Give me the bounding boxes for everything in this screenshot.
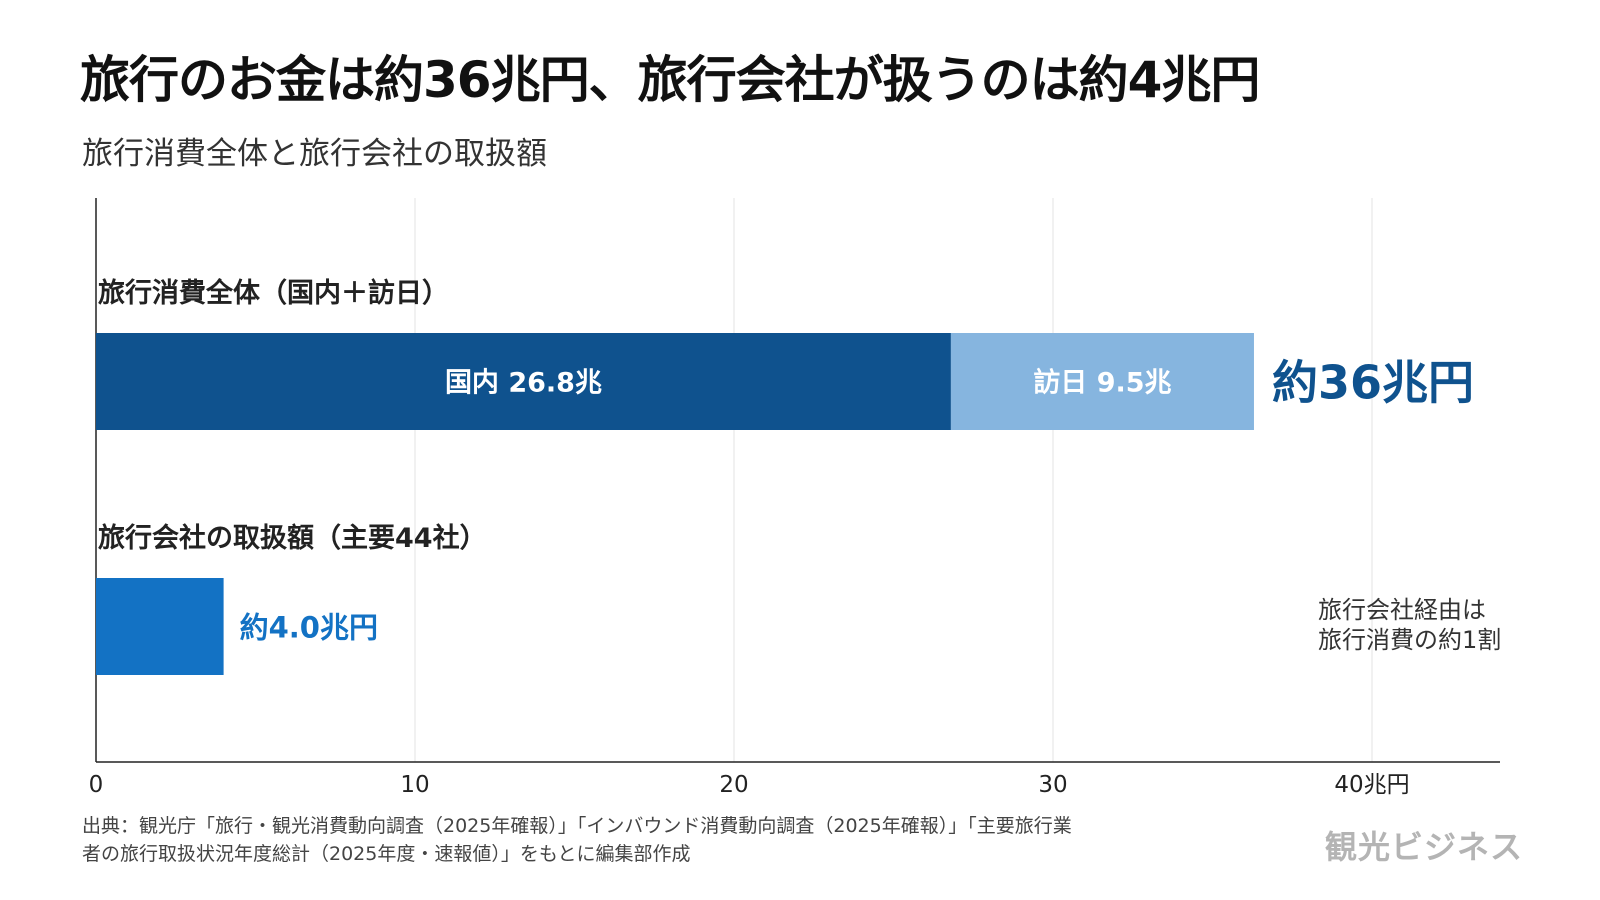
brand-logo: 観光ビジネス <box>1325 828 1524 866</box>
bar-segment-label-訪日: 訪日 9.5兆 <box>1033 367 1171 399</box>
x-tick-label-10: 10 <box>400 772 429 798</box>
source-line-1: 出典：観光庁「旅行・観光消費動向調査（2025年確報）」「インバウンド消費動向調… <box>82 815 1072 837</box>
annotation-line-2: 旅行消費の約1割 <box>1318 626 1501 654</box>
source-note: 出典：観光庁「旅行・観光消費動向調査（2025年確報）」「インバウンド消費動向調… <box>82 812 1282 868</box>
bar-segment-label-国内: 国内 26.8兆 <box>445 368 602 399</box>
bar-chart: 0 10 20 30 40兆円旅行消費全体（国内＋訪日）国内 26.8兆 訪日 9.5兆約… <box>89 198 1501 798</box>
annotation-line-1: 旅行会社経由は <box>1318 596 1486 624</box>
bar-segment-旅行会社 <box>96 578 224 675</box>
bar-segment-訪日 <box>950 333 1254 430</box>
bar-segment-国内 <box>96 333 951 430</box>
category-label-0: 旅行消費全体（国内＋訪日） <box>98 277 449 309</box>
x-tick-label-30: 30 <box>1038 772 1067 798</box>
x-tick-label-0: 0 <box>89 772 104 798</box>
bar-total-label-0: 約36兆円 <box>1272 356 1474 410</box>
chart-subtitle: 旅行消費全体と旅行会社の取扱額 <box>82 136 547 172</box>
chart-title: 旅行のお金は約36兆円、旅行会社が扱うのは約4兆円 <box>80 51 1260 109</box>
source-line-2: 者の旅行取扱状況年度総計（2025年度・速報値）」をもとに編集部作成 <box>82 843 691 865</box>
category-label-1: 旅行会社の取扱額（主要44社） <box>98 522 487 554</box>
bar-total-label-1: 約4.0兆円 <box>240 611 378 645</box>
x-tick-label-20: 20 <box>719 772 748 798</box>
x-tick-label-40: 40兆円 <box>1334 772 1409 798</box>
